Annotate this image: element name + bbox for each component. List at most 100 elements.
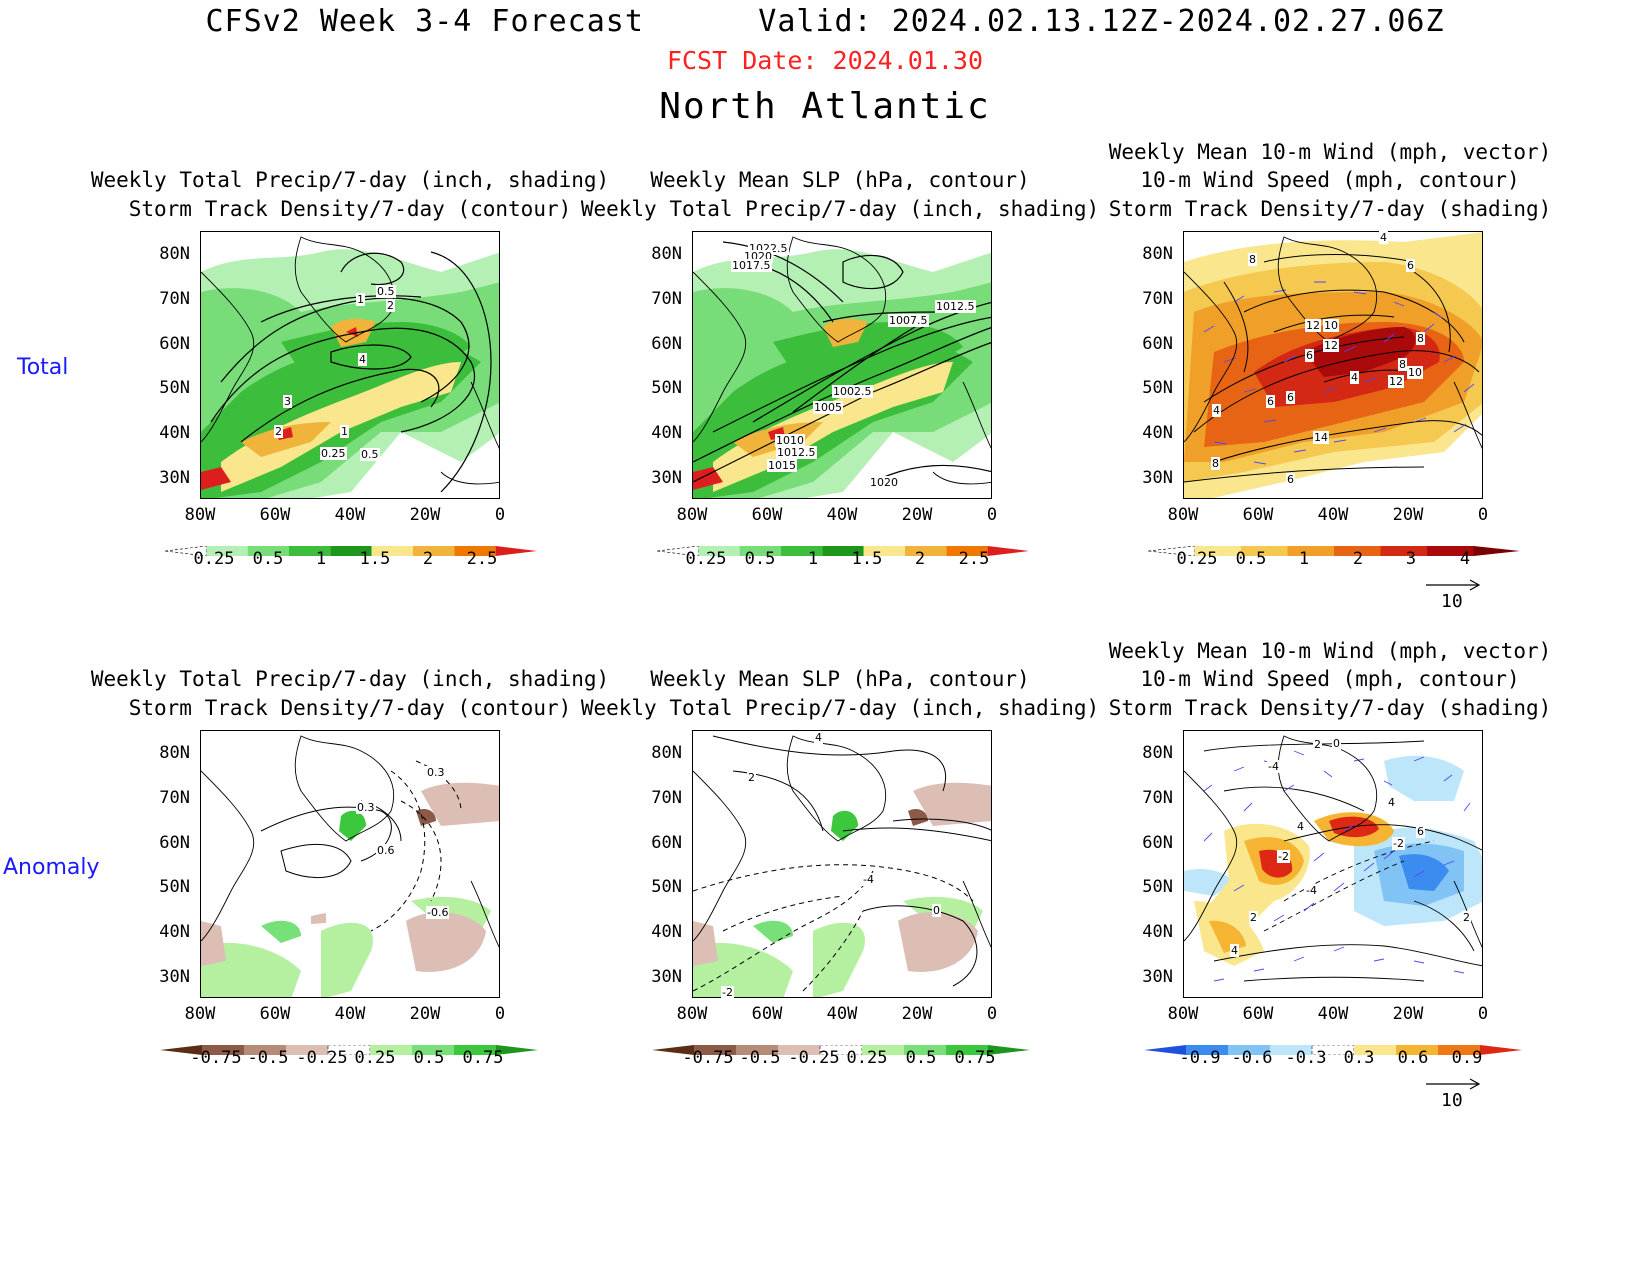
- map-frame: [692, 730, 992, 998]
- contour-label: -4: [1267, 760, 1280, 773]
- colorbar-swatch: [371, 546, 413, 556]
- coastlines: [693, 735, 991, 948]
- lat-label: 60N: [1142, 334, 1173, 354]
- contour-label: 6: [1286, 473, 1295, 486]
- wind-speed-anomaly-neg-contours: [1263, 840, 1435, 932]
- colorbar-swatch: [862, 1045, 904, 1055]
- lat-label: 50N: [651, 378, 682, 398]
- colorbar-swatch: [781, 546, 823, 556]
- lon-label: 40W: [826, 1004, 858, 1024]
- lon-label: 0: [1477, 1004, 1489, 1024]
- contour-label: 12: [1305, 319, 1321, 332]
- colorbar-swatch: [946, 546, 988, 556]
- colorbar-swatch: [370, 1045, 412, 1055]
- contour-label: 1010: [775, 434, 805, 447]
- wind-anomaly-vectors: [1203, 750, 1471, 982]
- row-label-total: Total: [17, 355, 69, 380]
- wind-storm-map: [1184, 232, 1482, 498]
- lat-label: 40N: [1142, 423, 1173, 443]
- colorbar-swatch: [1396, 1045, 1438, 1055]
- lon-label: 60W: [1242, 505, 1274, 525]
- panel-title-line2: Storm Track Density/7-day (shading): [1108, 696, 1552, 720]
- colorbar: [160, 1040, 538, 1056]
- colorbar-swatch: [905, 546, 947, 556]
- storm-anomaly-contours: [260, 800, 402, 879]
- colorbar-swatch: [1194, 546, 1241, 556]
- colorbar-swatch: [1480, 1045, 1522, 1055]
- colorbar-label: 0.25: [685, 549, 727, 569]
- map-frame: [1183, 730, 1483, 998]
- colorbar-label: 0.25: [846, 1048, 888, 1068]
- reference-vector-arrow: [1426, 579, 1481, 591]
- contour-label: 14: [1313, 431, 1329, 444]
- precip-shading-map: [201, 236, 499, 498]
- lon-label: 80W: [676, 1004, 708, 1024]
- storm-density-shading: [1184, 232, 1482, 498]
- panel-title-line0: Weekly Mean 10-m Wind (mph, vector): [1108, 639, 1552, 663]
- contour-label: 4: [1296, 820, 1305, 833]
- lat-label: 30N: [1142, 967, 1173, 987]
- lon-label: 80W: [1167, 1004, 1199, 1024]
- lat-label: 80N: [1142, 743, 1173, 763]
- colorbar-label: 1: [315, 549, 327, 569]
- colorbar-label: 0.25: [193, 549, 235, 569]
- colorbar-svg: [652, 1044, 1030, 1056]
- lon-label: 60W: [1242, 1004, 1274, 1024]
- colorbar-label: 0.5: [905, 1048, 937, 1068]
- contour-label: 2: [274, 425, 283, 438]
- colorbar-label: 0.6: [1397, 1048, 1429, 1068]
- contour-label: 4: [1379, 231, 1388, 244]
- forecast-date: FCST Date: 2024.01.30: [666, 46, 984, 75]
- lat-label: 60N: [159, 334, 190, 354]
- lon-label: 60W: [751, 505, 783, 525]
- colorbar-label: -0.5: [739, 1048, 781, 1068]
- lon-label: 20W: [1392, 505, 1424, 525]
- contour-label: 1: [356, 293, 365, 306]
- lon-label: 80W: [676, 505, 708, 525]
- contour-label: 1005: [813, 401, 843, 414]
- lat-label: 50N: [159, 378, 190, 398]
- contour-label: 1: [340, 425, 349, 438]
- colorbar-label: -0.3: [1285, 1048, 1327, 1068]
- lat-label: 60N: [1142, 833, 1173, 853]
- colorbar-swatch: [1438, 1045, 1480, 1055]
- colorbar-label: -0.25: [296, 1048, 348, 1068]
- contour-label: -4: [862, 873, 875, 886]
- lon-label: 20W: [409, 505, 441, 525]
- colorbar-label: 0.25: [1176, 549, 1218, 569]
- colorbar-swatch: [656, 545, 699, 557]
- colorbar-swatch: [160, 1045, 202, 1055]
- colorbar-swatch: [988, 1045, 1030, 1055]
- coastlines: [693, 236, 991, 485]
- lon-label: 80W: [1167, 505, 1199, 525]
- colorbar-label: -0.75: [682, 1048, 734, 1068]
- lon-label: 40W: [1317, 1004, 1349, 1024]
- contour-label: -0.6: [426, 906, 450, 919]
- colorbar-label: -0.6: [1231, 1048, 1273, 1068]
- colorbar-swatch: [164, 545, 207, 557]
- colorbar: [164, 541, 537, 557]
- contour-label: -2: [1277, 850, 1290, 863]
- panel-title-line2: Storm Track Density/7-day (shading): [1108, 197, 1552, 221]
- lat-label: 70N: [159, 289, 190, 309]
- contour-label: 12: [1388, 375, 1404, 388]
- lon-label: 0: [1477, 505, 1489, 525]
- colorbar: [1144, 1040, 1522, 1056]
- map-frame: [200, 231, 500, 499]
- contour-label: 8: [1398, 358, 1407, 371]
- lon-label: 20W: [901, 1004, 933, 1024]
- colorbar-svg: [1147, 545, 1520, 557]
- colorbar-label: 0.5: [1235, 549, 1267, 569]
- panel-title-line2: Weekly Total Precip/7-day (inch, shading…: [580, 197, 1100, 221]
- colorbar-swatch: [1473, 546, 1520, 556]
- colorbar-label: -0.5: [247, 1048, 289, 1068]
- colorbar-swatch: [778, 1045, 820, 1055]
- row-label-anomaly: Anomaly: [3, 855, 100, 880]
- lat-label: 70N: [1142, 289, 1173, 309]
- colorbar-label: 1: [807, 549, 819, 569]
- panel-title-line0: Weekly Mean 10-m Wind (mph, vector): [1108, 140, 1552, 164]
- colorbar-svg: [160, 1044, 538, 1056]
- contour-label: 0.3: [356, 801, 376, 814]
- contour-label: 2: [747, 771, 756, 784]
- coastlines: [1184, 236, 1482, 449]
